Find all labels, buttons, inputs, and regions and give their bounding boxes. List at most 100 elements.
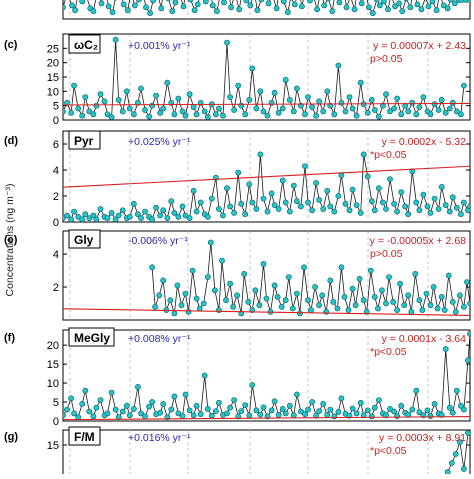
data-point xyxy=(80,217,85,222)
data-point xyxy=(261,196,266,201)
species-label: F/M xyxy=(74,430,95,444)
data-point xyxy=(461,83,466,88)
data-point xyxy=(161,208,166,213)
data-point xyxy=(313,284,318,289)
data-point xyxy=(305,95,310,100)
data-point xyxy=(385,7,390,12)
data-point xyxy=(232,210,237,215)
data-point xyxy=(305,200,310,205)
p-value: p>0.05 xyxy=(370,248,403,260)
data-point xyxy=(124,89,129,94)
data-point xyxy=(428,303,433,308)
data-point xyxy=(187,408,192,413)
data-point xyxy=(305,407,310,412)
data-point xyxy=(224,40,229,45)
data-point xyxy=(190,268,195,273)
data-point xyxy=(317,303,322,308)
data-point xyxy=(302,412,307,417)
data-point xyxy=(368,268,373,273)
data-point xyxy=(266,1,271,6)
data-point xyxy=(406,212,411,217)
data-point xyxy=(220,113,225,118)
data-point xyxy=(142,414,147,419)
data-point xyxy=(417,208,422,213)
data-point xyxy=(94,405,99,410)
data-point xyxy=(147,114,152,119)
data-point xyxy=(372,107,377,112)
data-point xyxy=(272,399,277,404)
data-point xyxy=(336,63,341,68)
data-point xyxy=(359,1,364,6)
data-point xyxy=(272,203,277,208)
data-point xyxy=(98,92,103,97)
y-tick-label: 10 xyxy=(47,86,59,98)
data-point xyxy=(250,382,255,387)
data-point xyxy=(443,203,448,208)
data-point xyxy=(450,195,455,200)
data-point xyxy=(310,105,315,110)
data-point xyxy=(321,109,326,114)
data-point xyxy=(243,212,248,217)
data-point xyxy=(269,408,274,413)
data-point xyxy=(73,8,78,13)
data-point xyxy=(369,97,374,102)
data-point xyxy=(258,152,263,157)
data-point xyxy=(83,388,88,393)
data-point xyxy=(317,197,322,202)
data-point xyxy=(435,306,440,311)
data-point xyxy=(439,184,444,189)
data-point xyxy=(458,112,463,117)
data-point xyxy=(191,105,196,110)
data-point xyxy=(321,206,326,211)
data-point xyxy=(98,206,103,211)
data-point xyxy=(325,188,330,193)
data-point xyxy=(375,306,380,311)
data-point xyxy=(287,97,292,102)
data-point xyxy=(246,299,251,304)
y-tick-label: 10 xyxy=(47,378,59,390)
data-point xyxy=(124,403,129,408)
data-point xyxy=(358,400,363,405)
data-point xyxy=(147,404,152,409)
data-point xyxy=(343,109,348,114)
data-point xyxy=(205,214,210,219)
data-point xyxy=(272,90,277,95)
data-point xyxy=(280,106,285,111)
data-point xyxy=(374,0,379,2)
data-point xyxy=(213,112,218,117)
data-point xyxy=(413,271,418,276)
data-point xyxy=(347,95,352,100)
series-group xyxy=(63,240,473,316)
data-point xyxy=(186,309,191,314)
data-point xyxy=(339,396,344,401)
data-point xyxy=(194,296,199,301)
data-point xyxy=(436,206,441,211)
data-point xyxy=(172,112,177,117)
data-point xyxy=(445,6,450,11)
data-point xyxy=(290,306,295,311)
data-point xyxy=(332,414,337,419)
data-point xyxy=(281,0,286,4)
data-point xyxy=(450,100,455,105)
data-point xyxy=(419,7,424,12)
species-label: Gly xyxy=(74,233,94,247)
data-point xyxy=(294,392,299,397)
data-point xyxy=(150,399,155,404)
y-tick-label: 2 xyxy=(53,191,59,203)
data-point xyxy=(83,95,88,100)
data-point xyxy=(310,208,315,213)
data-point xyxy=(125,8,130,13)
data-point xyxy=(325,412,330,417)
data-point xyxy=(286,275,291,280)
data-point xyxy=(109,115,114,120)
trend-line xyxy=(63,166,470,187)
data-point xyxy=(69,110,74,115)
data-point xyxy=(219,258,224,263)
data-point xyxy=(239,409,244,414)
data-point xyxy=(265,209,270,214)
data-point xyxy=(331,299,336,304)
data-point xyxy=(94,217,99,222)
data-point xyxy=(203,0,208,4)
data-point xyxy=(213,409,218,414)
data-point xyxy=(243,403,248,408)
